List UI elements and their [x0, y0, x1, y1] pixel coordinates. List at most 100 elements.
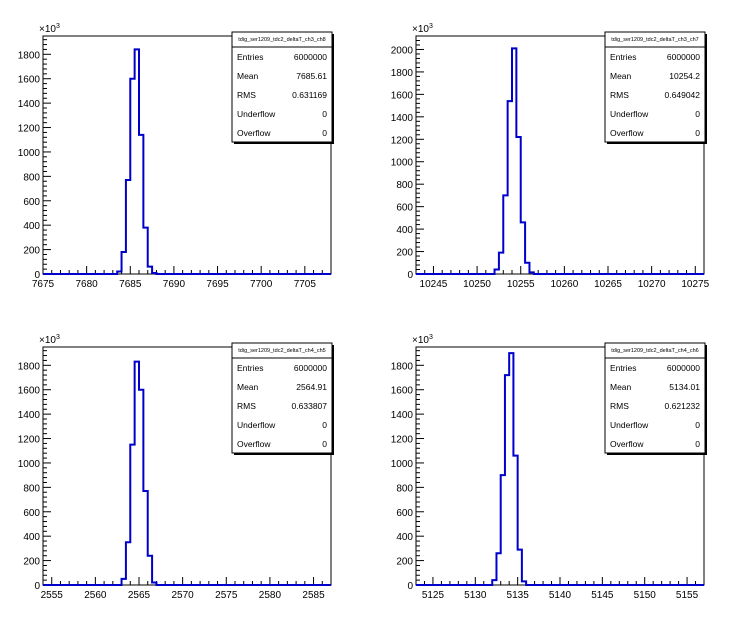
x-tick-label: 5130: [464, 590, 487, 601]
y-tick-label: 1000: [391, 158, 414, 169]
y-tick-label: 0: [407, 581, 413, 592]
y-tick-label: 1200: [391, 135, 414, 146]
x-tick-label: 5155: [676, 590, 699, 601]
y-tick-label: 800: [23, 483, 40, 494]
x-tick-label: 2555: [41, 590, 64, 601]
x-tick-label: 2560: [84, 590, 107, 601]
x-tick-label: 2575: [215, 590, 238, 601]
histogram-bin: [122, 579, 126, 585]
stats-box-frame: [231, 342, 333, 454]
stat-label-entries: Entries: [237, 363, 263, 373]
stat-label-rms: RMS: [610, 90, 629, 100]
y-tick-label: 0: [407, 270, 413, 281]
histogram-bin: [152, 583, 156, 585]
x-tick-label: 10245: [420, 279, 448, 290]
stat-value-rms: 0.621232: [665, 401, 701, 411]
y-tick-label: 1400: [18, 410, 41, 421]
histogram-bin: [516, 137, 520, 274]
y-tick-label: 200: [396, 248, 413, 259]
histogram-bin: [496, 553, 500, 585]
stat-label-entries: Entries: [610, 363, 636, 373]
stat-label-mean: Mean: [610, 382, 632, 392]
x-tick-label: 5145: [591, 590, 614, 601]
x-tick-label: 10260: [550, 279, 578, 290]
histogram-bin: [130, 79, 134, 274]
stat-label-overflow: Overflow: [610, 128, 644, 138]
y-tick-label: 600: [396, 203, 413, 214]
histogram-bin: [508, 101, 512, 274]
stat-label-underflow: Underflow: [237, 109, 276, 119]
stat-value-mean: 5134.01: [669, 382, 700, 392]
stat-label-rms: RMS: [610, 401, 629, 411]
histogram-bin: [509, 353, 513, 585]
y-tick-label: 1600: [18, 386, 41, 397]
stat-label-entries: Entries: [237, 52, 263, 62]
stat-label-overflow: Overflow: [237, 439, 271, 449]
x-tick-label: 7675: [32, 279, 55, 290]
histogram-title: tdig_ser1209_tdc2_deltaT_ch4_ch5: [238, 348, 325, 354]
y-tick-label: 600: [23, 197, 40, 208]
stats-box-frame: [604, 342, 706, 454]
histogram-bin: [503, 195, 507, 274]
histogram-bin: [122, 252, 126, 274]
x-tick-label: 7700: [250, 279, 273, 290]
histogram-bin: [521, 222, 525, 274]
x-tick-label: 10275: [681, 279, 709, 290]
y-tick-label: 400: [396, 532, 413, 543]
y-tick-label: 1800: [391, 68, 414, 79]
histogram-title: tdig_ser1209_tdc2_deltaT_ch4_ch6: [611, 348, 698, 354]
stat-label-mean: Mean: [610, 71, 632, 81]
stat-value-rms: 0.633807: [292, 401, 328, 411]
y-tick-label: 1000: [18, 148, 41, 159]
stat-label-mean: Mean: [237, 382, 259, 392]
histogram-bin: [501, 475, 505, 585]
histogram-bin: [130, 445, 134, 585]
stat-value-entries: 6000000: [667, 363, 700, 373]
x-tick-label: 10265: [594, 279, 622, 290]
stat-label-overflow: Overflow: [610, 439, 644, 449]
stat-label-entries: Entries: [610, 52, 636, 62]
y-tick-label: 1800: [18, 50, 41, 61]
stats-box: tdig_ser1209_tdc2_deltaT_ch4_ch5 Entries 6…: [231, 342, 334, 455]
stat-label-rms: RMS: [237, 90, 256, 100]
y-tick-label: 400: [23, 532, 40, 543]
stat-value-entries: 6000000: [294, 363, 327, 373]
y-exponent-label: ×103: [39, 334, 60, 346]
stat-label-overflow: Overflow: [237, 128, 271, 138]
histogram-title: tdig_ser1209_tdc2_deltaT_ch3_ch7: [611, 37, 698, 43]
x-tick-label: 5140: [549, 590, 572, 601]
histogram-bin: [139, 135, 143, 274]
stat-value-rms: 0.649042: [665, 90, 701, 100]
histogram-bin: [126, 180, 130, 274]
x-tick-label: 2565: [128, 590, 151, 601]
y-tick-label: 2000: [391, 45, 414, 56]
histogram-bin: [135, 362, 139, 585]
histogram-bin: [495, 270, 499, 274]
histogram-bin: [505, 375, 509, 585]
histogram-bin: [126, 542, 130, 585]
y-tick-label: 1600: [391, 386, 414, 397]
histogram-bin: [529, 272, 533, 274]
histogram-bin: [492, 580, 496, 585]
x-tick-label: 5135: [507, 590, 530, 601]
y-tick-label: 200: [23, 246, 40, 257]
histogram-title: tdig_ser1209_tdc2_deltaT_ch3_ch8: [238, 37, 325, 43]
y-tick-label: 800: [23, 172, 40, 183]
histogram-outline: [43, 48, 331, 275]
histogram-bin: [139, 390, 143, 585]
histogram-bin: [525, 263, 529, 274]
histogram-bin: [117, 272, 121, 274]
stat-value-overflow: 0: [322, 128, 327, 138]
stat-label-mean: Mean: [237, 71, 259, 81]
y-tick-label: 1400: [391, 410, 414, 421]
stat-value-underflow: 0: [322, 420, 327, 430]
y-tick-label: 0: [34, 270, 40, 281]
stat-label-rms: RMS: [237, 401, 256, 411]
stat-label-underflow: Underflow: [610, 109, 649, 119]
histogram-bin: [522, 581, 526, 585]
stat-value-underflow: 0: [695, 109, 700, 119]
histogram-panel-1: 0 200 400 600 800 1000 1200 1400 1600 1800 7675 768…: [18, 23, 334, 290]
histogram-bin: [512, 48, 516, 274]
stat-value-entries: 6000000: [294, 52, 327, 62]
